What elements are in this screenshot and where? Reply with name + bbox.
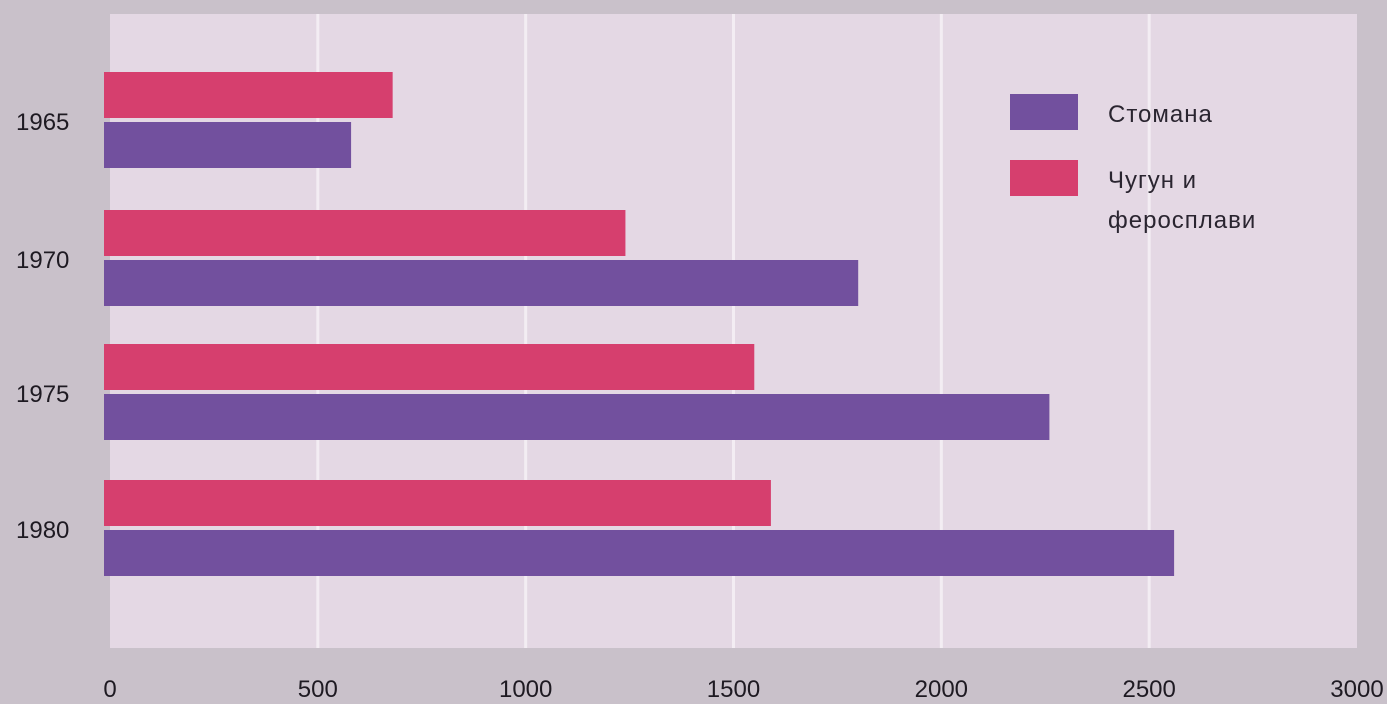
legend-swatch-0	[1010, 94, 1078, 130]
x-axis-labels: 0 500 1000 1500 2000 2500 3000	[103, 676, 1383, 703]
x-tick-label-1000: 1000	[499, 676, 552, 703]
legend-swatch-1	[1010, 160, 1078, 196]
bar-1970-series-0	[104, 210, 626, 256]
legend-label-1-0: Чугун и	[1108, 167, 1197, 194]
bar-1970-series-1	[104, 260, 859, 306]
bar-1980-series-1	[104, 530, 1175, 576]
y-tick-label-1975: 1975	[16, 381, 69, 408]
bar-1975-series-0	[104, 344, 755, 390]
bar-1965-series-1	[104, 122, 352, 168]
x-tick-label-1500: 1500	[707, 676, 760, 703]
x-tick-label-2500: 2500	[1122, 676, 1175, 703]
y-tick-label-1965: 1965	[16, 109, 69, 136]
x-tick-label-3000: 3000	[1330, 676, 1383, 703]
legend-label-1-1: феросплави	[1108, 207, 1256, 234]
bars	[104, 72, 1175, 576]
x-tick-label-0: 0	[103, 676, 116, 703]
bar-1975-series-1	[104, 394, 1050, 440]
x-tick-label-2000: 2000	[915, 676, 968, 703]
bar-1980-series-0	[104, 480, 771, 526]
x-tick-label-500: 500	[298, 676, 338, 703]
bar-1965-series-0	[104, 72, 393, 118]
legend: Стомана Чугун и феросплави	[1010, 94, 1256, 234]
y-tick-label-1980: 1980	[16, 517, 69, 544]
y-axis-labels: 1965 1970 1975 1980	[16, 109, 69, 544]
y-tick-label-1970: 1970	[16, 247, 69, 274]
legend-label-0-0: Стомана	[1108, 101, 1213, 128]
